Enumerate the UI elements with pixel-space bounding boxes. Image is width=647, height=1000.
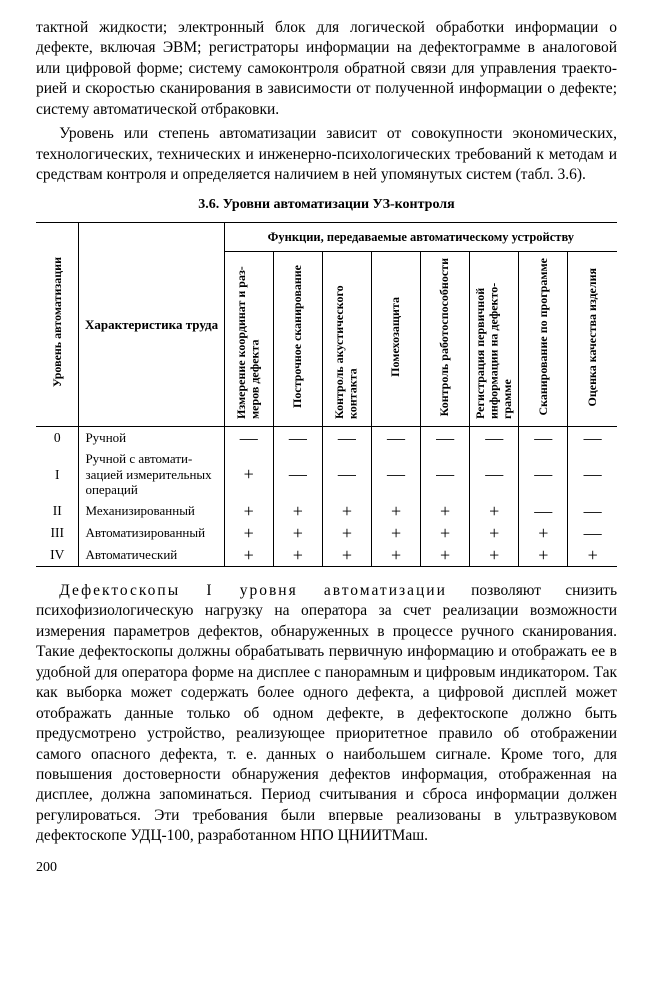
- cell-mark: +: [273, 522, 322, 544]
- head-func-2: Построчное сканирование: [273, 252, 322, 427]
- cell-mark: —: [568, 522, 617, 544]
- page-number: 200: [36, 859, 617, 877]
- cell-mark: —: [322, 449, 371, 500]
- cell-mark: +: [371, 544, 420, 567]
- cell-mark: —: [519, 500, 568, 522]
- paragraph-3-lead: Дефектоскопы I уровня автоматизации: [59, 582, 447, 599]
- cell-mark: —: [421, 449, 470, 500]
- cell-level: IV: [36, 544, 79, 567]
- cell-mark: —: [224, 427, 273, 450]
- cell-mark: +: [568, 544, 617, 567]
- cell-mark: —: [519, 427, 568, 450]
- cell-mark: +: [519, 544, 568, 567]
- cell-mark: +: [421, 500, 470, 522]
- cell-mark: —: [568, 449, 617, 500]
- cell-mark: —: [371, 449, 420, 500]
- cell-characteristic: Ручной: [79, 427, 224, 450]
- head-func-1: Измерение ко­ординат и раз­меров дефекта: [224, 252, 273, 427]
- cell-level: II: [36, 500, 79, 522]
- cell-mark: —: [470, 427, 519, 450]
- cell-level: 0: [36, 427, 79, 450]
- cell-mark: +: [322, 544, 371, 567]
- cell-mark: —: [568, 427, 617, 450]
- paragraph-1: тактной жидкости; электронный блок для л…: [36, 18, 617, 120]
- cell-mark: —: [273, 427, 322, 450]
- head-functions-group: Функции, передаваемые автоматическому ус…: [224, 223, 617, 252]
- cell-mark: +: [421, 544, 470, 567]
- cell-mark: +: [224, 522, 273, 544]
- head-characteristic: Характеристика труда: [79, 223, 224, 427]
- cell-mark: +: [421, 522, 470, 544]
- head-func-5: Контроль работоспособ­ности: [421, 252, 470, 427]
- table-row: 0Ручной————————: [36, 427, 617, 450]
- page: тактной жидкости; электронный блок для л…: [0, 0, 647, 1000]
- cell-mark: —: [519, 449, 568, 500]
- head-func-3: Контроль акустического контакта: [322, 252, 371, 427]
- cell-level: I: [36, 449, 79, 500]
- paragraph-3: Дефектоскопы I уровня автоматизации позв…: [36, 581, 617, 847]
- table-body: 0Ручной————————IРучной с автомати­зацией…: [36, 427, 617, 567]
- head-func-6: Регистрация первичной информации на дефе…: [470, 252, 519, 427]
- table-row: IРучной с автомати­зацией измерительных …: [36, 449, 617, 500]
- head-func-8: Оценка качества изделия: [568, 252, 617, 427]
- cell-level: III: [36, 522, 79, 544]
- cell-mark: +: [224, 544, 273, 567]
- cell-characteristic: Автоматический: [79, 544, 224, 567]
- head-level: Уровень автома­тизации: [36, 223, 79, 427]
- cell-mark: +: [224, 500, 273, 522]
- cell-mark: +: [273, 500, 322, 522]
- head-func-4: Помехозащита: [371, 252, 420, 427]
- cell-mark: +: [470, 544, 519, 567]
- cell-mark: +: [322, 500, 371, 522]
- table-row: IVАвтоматический++++++++: [36, 544, 617, 567]
- table-title: 3.6. Уровни автоматизации УЗ-контроля: [36, 196, 617, 214]
- cell-mark: —: [322, 427, 371, 450]
- cell-mark: +: [519, 522, 568, 544]
- automation-levels-table: Уровень автома­тизации Характеристика тр…: [36, 222, 617, 567]
- cell-characteristic: Автоматизирован­ный: [79, 522, 224, 544]
- cell-mark: —: [470, 449, 519, 500]
- cell-mark: +: [470, 522, 519, 544]
- cell-mark: +: [224, 449, 273, 500]
- head-func-7: Сканирование по программе: [519, 252, 568, 427]
- cell-mark: —: [371, 427, 420, 450]
- cell-mark: +: [322, 522, 371, 544]
- table-header-row-1: Уровень автома­тизации Характеристика тр…: [36, 223, 617, 252]
- cell-characteristic: Ручной с автомати­зацией измерительных о…: [79, 449, 224, 500]
- cell-mark: +: [371, 500, 420, 522]
- paragraph-2: Уровень или степень автоматизации зависи…: [36, 124, 617, 185]
- cell-characteristic: Механизированный: [79, 500, 224, 522]
- table-row: IIМеханизированный++++++——: [36, 500, 617, 522]
- cell-mark: +: [371, 522, 420, 544]
- cell-mark: +: [470, 500, 519, 522]
- cell-mark: —: [568, 500, 617, 522]
- cell-mark: +: [273, 544, 322, 567]
- table-row: IIIАвтоматизирован­ный+++++++—: [36, 522, 617, 544]
- paragraph-3-body: позво­ляют снизить психофизиологическую …: [36, 582, 617, 844]
- cell-mark: —: [421, 427, 470, 450]
- cell-mark: —: [273, 449, 322, 500]
